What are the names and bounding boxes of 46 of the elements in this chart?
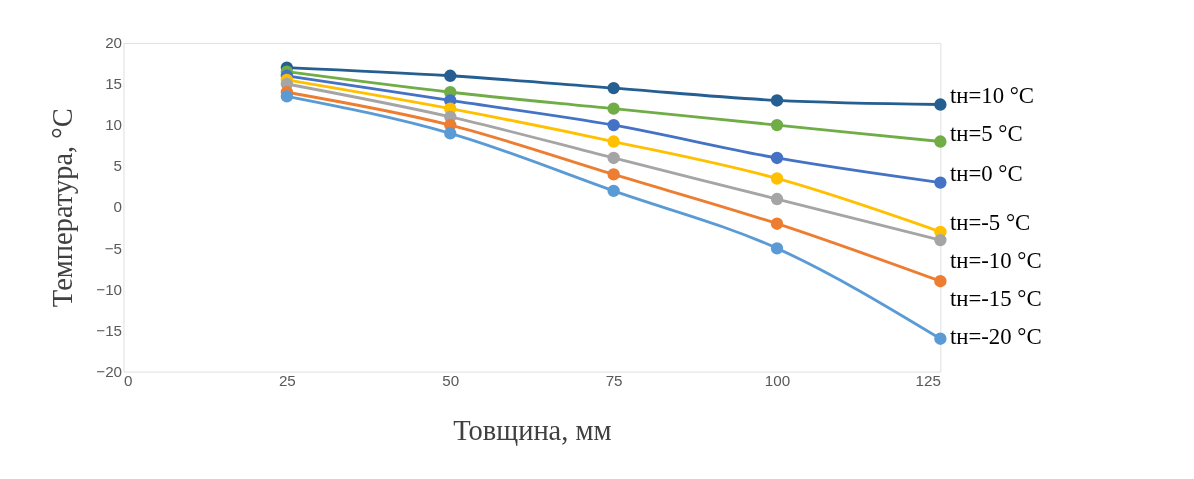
point bbox=[444, 127, 457, 140]
y-tick-label: −5 bbox=[104, 239, 123, 257]
series-label: tн=0 °C bbox=[949, 161, 1023, 187]
point bbox=[770, 192, 784, 206]
series-label: tн=-15 °C bbox=[949, 285, 1042, 311]
point bbox=[444, 69, 457, 82]
point bbox=[770, 242, 784, 255]
x-axis-title: Товщина, мм bbox=[453, 415, 612, 447]
y-axis-title: Температура, °C bbox=[46, 108, 78, 308]
y-tick-label: 0 bbox=[113, 198, 123, 216]
point bbox=[607, 102, 620, 115]
point bbox=[607, 135, 620, 148]
point bbox=[280, 90, 294, 103]
point bbox=[934, 275, 947, 288]
y-tick-label: 5 bbox=[113, 157, 123, 175]
point bbox=[770, 94, 784, 107]
point bbox=[607, 151, 620, 165]
series-label: tн=5 °C bbox=[949, 120, 1023, 146]
point bbox=[770, 217, 784, 230]
point bbox=[607, 118, 620, 132]
point bbox=[934, 98, 947, 111]
y-tick-label: 20 bbox=[105, 34, 123, 52]
y-tick-label: 10 bbox=[105, 116, 123, 134]
point bbox=[607, 81, 620, 95]
y-tick-label: 15 bbox=[105, 75, 123, 93]
point bbox=[607, 184, 620, 197]
series-label: tн=-20 °C bbox=[949, 323, 1042, 349]
x-tick-label: 125 bbox=[915, 372, 941, 390]
y-tick-label: −15 bbox=[96, 321, 123, 339]
point bbox=[934, 332, 947, 345]
x-tick-label: 100 bbox=[764, 372, 791, 390]
series-label: tн=10 °C bbox=[949, 82, 1035, 108]
y-tick-label: −20 bbox=[96, 362, 123, 380]
x-tick-label: 75 bbox=[605, 372, 623, 390]
point bbox=[770, 172, 784, 185]
x-tick-label: 25 bbox=[278, 372, 296, 390]
point bbox=[770, 118, 784, 132]
x-tick-label: 50 bbox=[442, 372, 460, 390]
point bbox=[770, 151, 784, 165]
point bbox=[934, 233, 947, 247]
y-tick-label: −10 bbox=[96, 280, 123, 298]
series-label: tн=-10 °C bbox=[949, 248, 1042, 274]
point bbox=[934, 176, 947, 189]
series-label: tн=-5 °C bbox=[949, 210, 1031, 236]
point bbox=[607, 168, 620, 181]
point bbox=[934, 135, 947, 148]
